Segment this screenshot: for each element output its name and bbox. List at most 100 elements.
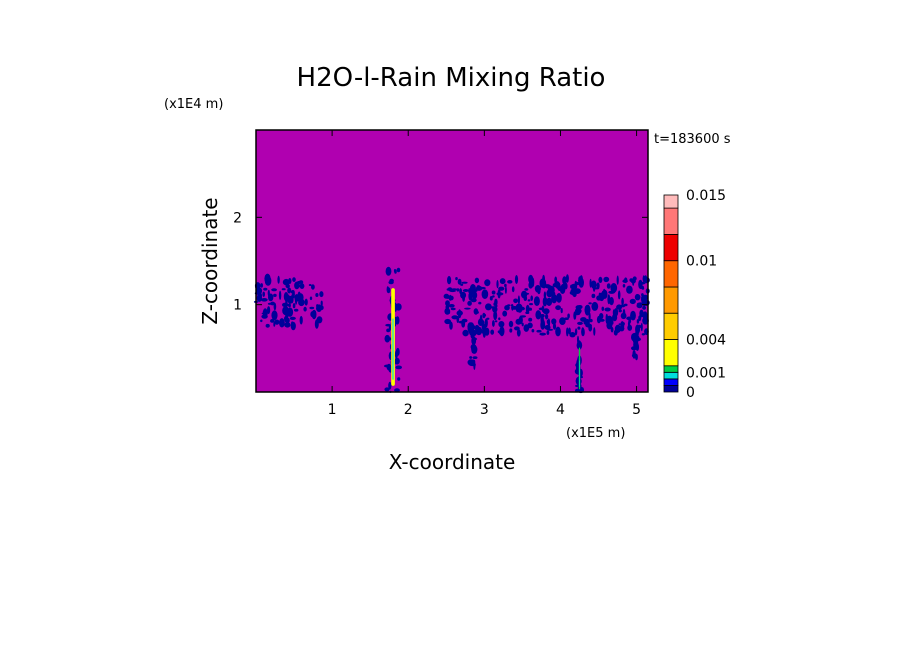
rain-blob bbox=[639, 285, 645, 289]
colorbar-label: 0.001 bbox=[686, 365, 726, 381]
rain-blob bbox=[447, 276, 452, 285]
rain-blob bbox=[287, 295, 294, 304]
rain-blob bbox=[541, 305, 545, 313]
rain-blob bbox=[576, 340, 583, 350]
rain-blob bbox=[481, 289, 489, 300]
rain-blob bbox=[575, 377, 582, 386]
rain-blob bbox=[517, 295, 521, 305]
rain-blob bbox=[618, 325, 625, 332]
rain-blob bbox=[475, 326, 483, 336]
rain-blob bbox=[605, 317, 611, 324]
x-axis: 1 2 3 4 5 bbox=[328, 130, 641, 418]
rain-blob bbox=[610, 283, 618, 293]
rain-blob bbox=[628, 319, 632, 324]
y-tick-label: 2 bbox=[233, 210, 242, 226]
rain-blob bbox=[589, 318, 593, 323]
rain-blob bbox=[632, 336, 636, 344]
rain-blob bbox=[528, 274, 534, 284]
rain-blob bbox=[262, 308, 268, 319]
rain-blob bbox=[470, 329, 477, 337]
rain-blob bbox=[496, 280, 499, 289]
rain-blob bbox=[516, 329, 521, 337]
rain-blob bbox=[613, 308, 619, 317]
rain-blob bbox=[493, 310, 498, 321]
y-axis-title: Z-coordinate bbox=[198, 197, 222, 324]
rain-blob bbox=[388, 280, 394, 285]
x-unit-label: (x1E5 m) bbox=[566, 426, 625, 441]
rain-blob bbox=[528, 307, 533, 311]
rain-blob bbox=[507, 280, 513, 284]
rain-blob bbox=[513, 298, 518, 304]
rain-blob bbox=[617, 290, 621, 300]
y-tick-label: 1 bbox=[233, 298, 242, 314]
rain-blob bbox=[273, 293, 277, 297]
rain-blob bbox=[589, 278, 592, 288]
rain-blob bbox=[287, 287, 292, 294]
rain-blob bbox=[540, 314, 545, 318]
rain-blob bbox=[396, 267, 401, 273]
rain-blob bbox=[511, 286, 515, 293]
rain-blob bbox=[471, 344, 475, 351]
x-tick-label: 3 bbox=[480, 402, 489, 418]
rain-blob bbox=[457, 309, 462, 319]
plot-frame bbox=[255, 129, 649, 393]
rain-blob bbox=[484, 318, 488, 328]
rain-blob bbox=[290, 290, 295, 294]
time-label: t=183600 s bbox=[654, 132, 731, 147]
rain-blob bbox=[629, 298, 636, 305]
rain-blob bbox=[486, 317, 490, 320]
y-unit-label: (x1E4 m) bbox=[164, 97, 223, 112]
rain-blob bbox=[640, 322, 643, 332]
rain-blob bbox=[555, 305, 561, 311]
rain-blob bbox=[638, 324, 642, 329]
rain-blob bbox=[527, 299, 531, 302]
rain-blob bbox=[562, 276, 567, 285]
rain-blob bbox=[533, 296, 540, 306]
rain-blob bbox=[461, 281, 468, 284]
rain-blob bbox=[309, 306, 315, 310]
y-axis: 12 bbox=[233, 210, 648, 314]
rain-blob bbox=[460, 291, 467, 299]
rain-blob bbox=[601, 306, 605, 311]
rain-blob bbox=[304, 298, 308, 306]
rain-blob bbox=[303, 306, 307, 312]
rain-blob bbox=[462, 329, 469, 337]
rain-blob bbox=[449, 321, 453, 330]
rain-blob bbox=[394, 269, 397, 274]
rain-blob bbox=[578, 278, 584, 284]
colorbar-swatch bbox=[663, 384, 679, 393]
rain-blob bbox=[468, 291, 473, 301]
rain-blob bbox=[457, 278, 462, 285]
rain-blob bbox=[525, 304, 530, 314]
rain-column-1p8 bbox=[383, 266, 403, 393]
rain-blob bbox=[384, 387, 390, 392]
rain-blob bbox=[552, 283, 559, 288]
colorbar-swatch bbox=[663, 286, 679, 314]
rain-blob bbox=[551, 294, 558, 304]
rain-core-high bbox=[579, 360, 580, 387]
colorbar-swatch bbox=[663, 207, 679, 235]
rain-blob bbox=[260, 319, 263, 323]
colorbar: 0 0.001 0.004 0.01 0.015 bbox=[663, 188, 726, 401]
rain-blob bbox=[314, 319, 319, 329]
rain-blob bbox=[527, 322, 533, 329]
rain-blob bbox=[567, 313, 570, 319]
rain-blob bbox=[519, 315, 527, 318]
rain-blob bbox=[546, 319, 551, 325]
rain-blob bbox=[298, 284, 304, 288]
rain-blob bbox=[470, 298, 477, 303]
rain-blob bbox=[620, 304, 626, 308]
colorbar-swatch bbox=[663, 339, 679, 367]
rain-blob bbox=[482, 320, 485, 326]
rain-blob bbox=[456, 288, 460, 292]
rain-blob bbox=[574, 328, 578, 336]
colorbar-label: 0 bbox=[686, 385, 695, 401]
rain-blob bbox=[385, 266, 392, 276]
rain-blob bbox=[525, 311, 530, 315]
rain-blob bbox=[568, 327, 571, 335]
rain-blob bbox=[475, 285, 483, 291]
rain-blob bbox=[270, 301, 275, 306]
rain-blob bbox=[494, 320, 498, 323]
rain-blob bbox=[593, 327, 596, 336]
rain-blob bbox=[284, 318, 289, 322]
